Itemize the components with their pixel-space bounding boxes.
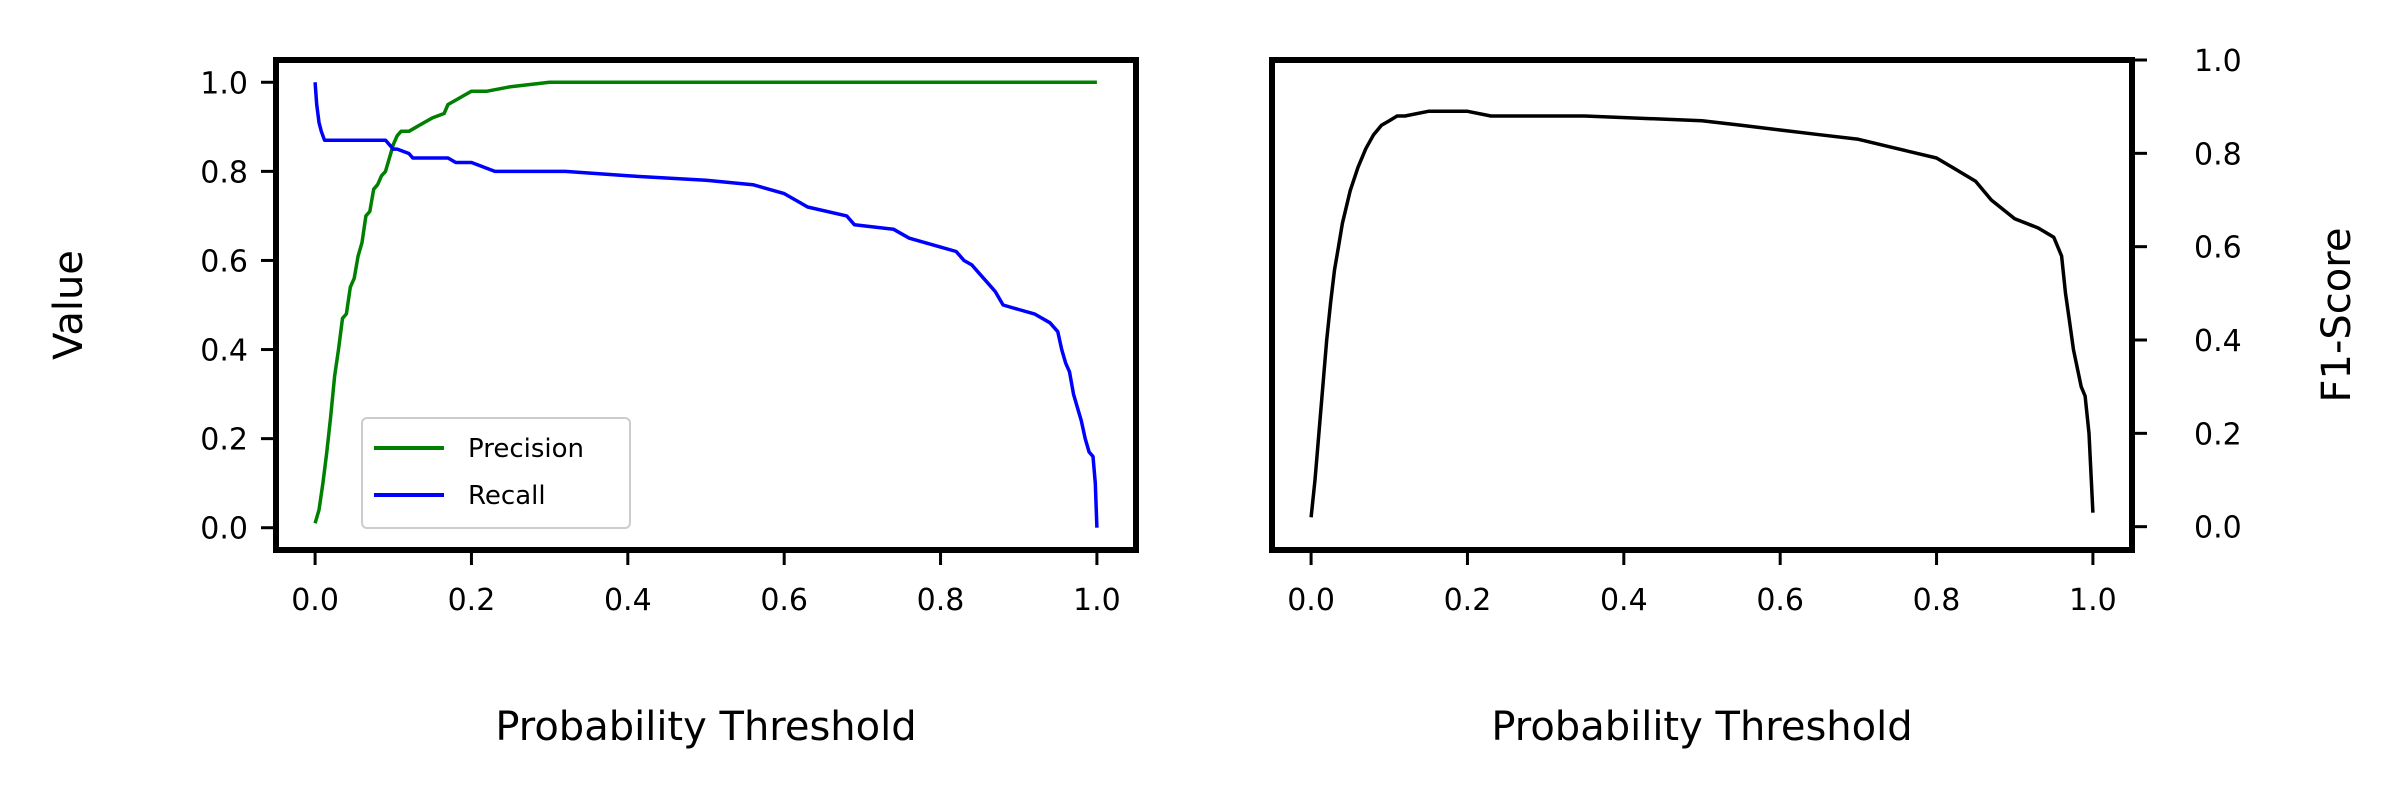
f1-score-panel: 0.0 0.2 0.4 0.6 0.8 1.0 0.0 0.2 0.4 0.6 0.8 1.0 Pro… xyxy=(1269,44,2360,750)
left-x-tick-label: 0.4 xyxy=(604,583,652,618)
legend-label-recall: Recall xyxy=(468,481,546,511)
precision-line xyxy=(313,80,1097,524)
left-x-tick-label: 0.2 xyxy=(448,583,496,618)
left-x-tick-label: 0.8 xyxy=(917,583,965,618)
right-y-tick-label: 0.6 xyxy=(2194,231,2242,266)
right-y-tick-label: 0.0 xyxy=(2194,511,2242,546)
left-y-axis-label: Value xyxy=(46,250,92,360)
left-y-tick-label: 0.6 xyxy=(200,244,248,279)
right-axis-ticks: 0.0 0.2 0.4 0.6 0.8 1.0 0.0 0.2 0.4 0.6 0.8 1.0 xyxy=(1287,44,2241,618)
left-y-tick-label: 0.8 xyxy=(200,155,248,190)
right-x-tick-label: 0.0 xyxy=(1287,583,1335,618)
right-x-tick-label: 0.6 xyxy=(1756,583,1804,618)
legend-label-precision: Precision xyxy=(468,434,584,464)
left-y-tick-label: 0.0 xyxy=(200,512,248,547)
right-x-tick-label: 0.8 xyxy=(1913,583,1961,618)
left-y-tick-label: 0.4 xyxy=(200,334,248,369)
right-y-axis-label: F1-Score xyxy=(2314,228,2360,403)
legend: Precision Recall xyxy=(361,417,631,529)
left-x-tick-label: 0.0 xyxy=(291,583,339,618)
right-y-tick-label: 0.4 xyxy=(2194,324,2242,359)
right-x-tick-label: 0.2 xyxy=(1444,583,1492,618)
right-plot-frame xyxy=(1269,57,2135,553)
recall-line xyxy=(313,82,1099,528)
left-y-tick-label: 1.0 xyxy=(200,66,248,101)
left-x-axis-label: Probability Threshold xyxy=(495,704,916,750)
left-x-tick-label: 0.6 xyxy=(760,583,808,618)
right-y-tick-label: 1.0 xyxy=(2194,44,2242,79)
precision-recall-panel: 0.0 0.2 0.4 0.6 0.8 1.0 0.0 0.2 0.4 0.6 0.8 1.0 Pro… xyxy=(46,57,1139,750)
right-y-tick-label: 0.8 xyxy=(2194,137,2242,172)
right-x-axis-label: Probability Threshold xyxy=(1491,704,1912,750)
left-axis-ticks: 0.0 0.2 0.4 0.6 0.8 1.0 0.0 0.2 0.4 0.6 0.8 1.0 xyxy=(200,66,1120,618)
left-series-lines xyxy=(313,80,1099,528)
right-x-tick-label: 0.4 xyxy=(1600,583,1648,618)
left-x-tick-label: 1.0 xyxy=(1073,583,1121,618)
f1-score-line xyxy=(1309,109,2095,518)
right-series-lines xyxy=(1309,109,2095,518)
left-y-tick-label: 0.2 xyxy=(200,423,248,458)
right-x-tick-label: 1.0 xyxy=(2069,583,2117,618)
right-y-tick-label: 0.2 xyxy=(2194,417,2242,452)
legend-box xyxy=(361,417,631,529)
left-plot-frame xyxy=(273,57,1139,553)
